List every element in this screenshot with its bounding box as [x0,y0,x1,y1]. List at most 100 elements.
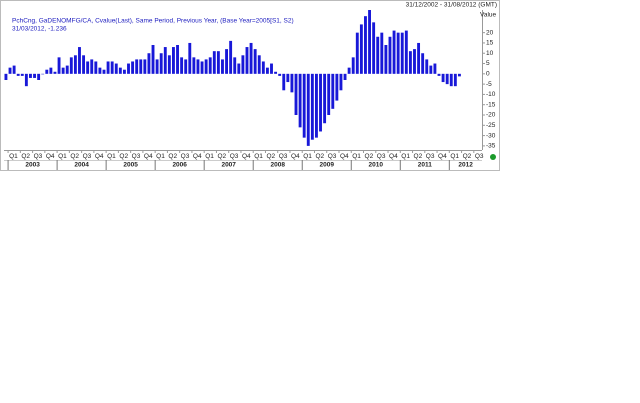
y-axis-label: Value [480,12,497,19]
bar [229,40,233,74]
y-tick-label: -25 [486,122,496,129]
quarter-label: Q2 [217,153,226,160]
bar [257,55,261,74]
bar [314,73,318,138]
bar [188,42,192,74]
y-tick-label: -15 [486,101,496,108]
bar [172,47,175,74]
bar [278,73,282,76]
quarter-label: Q4 [144,153,153,160]
quarter-label: Q3 [377,153,386,160]
quarter-label: Q2 [414,153,423,160]
quarter-label: Q4 [438,153,447,160]
y-tick-label: 0 [486,71,490,78]
bar [61,67,65,74]
y-tick-label: 20 [486,29,494,36]
bar [163,47,167,74]
bar [143,59,147,74]
quarter-label: Q3 [426,153,435,160]
bar [122,69,126,74]
quarter-label: Q1 [156,153,165,160]
bar [147,53,151,74]
bar [306,73,310,146]
bar [86,61,90,74]
quarter-label: Q4 [242,153,251,160]
bar [12,65,16,74]
bar [118,67,122,74]
bar [131,61,135,74]
y-tick-label: -20 [486,112,496,119]
year-label: 2006 [172,162,187,169]
bar [372,22,376,74]
bar [368,10,371,74]
bar [392,30,396,74]
bar [37,73,41,80]
quarter-label: Q1 [303,153,312,160]
bar [351,57,355,74]
bar [110,61,114,74]
bar [433,63,437,74]
bar [184,59,188,74]
legend-last-value: 31/03/2012, -1.236 [12,26,67,33]
bar [45,69,49,74]
bar [449,73,453,87]
y-tick-label: -10 [486,91,496,98]
bar [57,57,61,74]
bar [20,73,24,76]
bar [437,73,441,76]
year-label: 2008 [270,162,285,169]
bar [404,30,408,74]
quarter-label: Q4 [46,153,55,160]
year-label: 2011 [418,162,432,169]
bar [282,73,286,91]
bar [457,73,461,77]
bar [159,53,163,74]
quarter-label: Q1 [107,153,116,160]
quarter-label: Q2 [21,153,30,160]
quarter-label: Q4 [291,153,300,160]
bar [216,51,220,74]
quarter-label: Q3 [83,153,92,160]
bar [53,71,57,74]
quarter-label: Q4 [340,153,349,160]
bar [253,49,257,74]
quarter-label: Q1 [205,153,214,160]
bar [114,63,118,74]
bar [364,16,367,74]
quarter-label: Q4 [95,153,104,160]
bar [274,71,278,74]
quarter-label: Q3 [328,153,337,160]
quarter-label: Q3 [181,153,190,160]
quarter-label: Q1 [450,153,459,160]
chart-frame [0,0,500,171]
bar [41,73,45,75]
quarter-label: Q3 [132,153,141,160]
bar [245,47,249,74]
bar [335,73,339,101]
bar [339,73,343,91]
bar [221,59,224,74]
quarter-label: Q2 [365,153,374,160]
bar [180,57,184,74]
bar [388,36,392,74]
y-tick-label: -5 [486,81,492,88]
bar [233,57,237,74]
bar [327,73,331,115]
bar [265,67,269,74]
bar [343,73,347,80]
bar [176,45,179,74]
quarter-label: Q3 [475,153,484,160]
bar [151,45,155,74]
year-label: 2007 [221,162,236,169]
bar [237,63,241,74]
quarter-label: Q2 [266,153,275,160]
bar [286,73,290,83]
bar [135,59,139,74]
bar [212,51,216,74]
quarter-label: Q3 [34,153,43,160]
bar [196,59,200,74]
bar [413,49,416,74]
legend-series: PchCng, GaDENOMFG/CA, Cvalue(Last), Same… [12,18,294,25]
bar [4,73,8,80]
